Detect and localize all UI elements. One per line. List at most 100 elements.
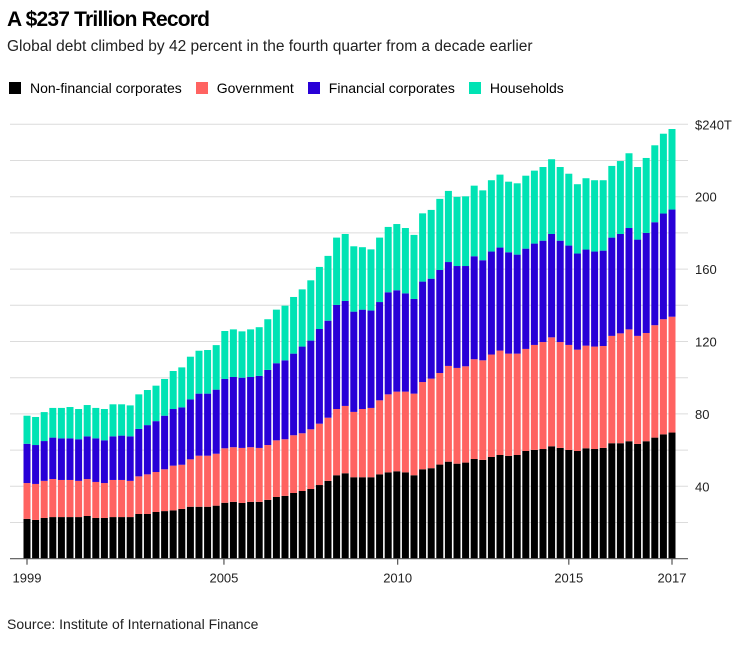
bar-government xyxy=(530,344,538,450)
bar-financial xyxy=(66,438,74,480)
bar-financial xyxy=(659,213,667,320)
bar-government xyxy=(126,480,134,518)
bar-financial xyxy=(401,293,409,392)
bar-financial xyxy=(358,309,366,410)
bar-non-financial xyxy=(212,505,220,559)
bar-government xyxy=(204,455,212,507)
bar-non-financial xyxy=(152,512,160,559)
bar-households xyxy=(427,209,435,279)
bar-government xyxy=(556,342,564,448)
bar-households xyxy=(642,157,650,233)
bar-government xyxy=(651,325,659,438)
bar-households xyxy=(539,167,547,241)
legend-label: Government xyxy=(216,80,294,96)
bar-government xyxy=(573,349,581,452)
bar-non-financial xyxy=(186,506,194,559)
bar-non-financial xyxy=(591,449,599,559)
y-tick-label: 80 xyxy=(695,407,709,422)
bar-households xyxy=(591,180,599,252)
bar-government xyxy=(410,393,418,476)
bar-government xyxy=(453,367,461,464)
bar-households xyxy=(582,178,590,250)
bar-households xyxy=(221,331,229,379)
bar-government xyxy=(384,394,392,473)
bar-financial xyxy=(462,266,470,367)
bar-financial xyxy=(496,247,504,351)
bar-households xyxy=(255,327,263,376)
bar-government xyxy=(496,350,504,455)
bar-financial xyxy=(470,256,478,360)
bar-households xyxy=(548,159,556,234)
bar-households xyxy=(530,170,538,244)
bar-financial xyxy=(32,445,40,484)
bar-non-financial xyxy=(462,462,470,559)
bar-households xyxy=(161,378,169,416)
bar-non-financial xyxy=(668,432,676,559)
bar-non-financial xyxy=(264,499,272,559)
bar-government xyxy=(109,479,117,518)
bar-households xyxy=(83,405,91,437)
bar-non-financial xyxy=(100,517,108,559)
bar-government xyxy=(608,335,616,444)
bar-government xyxy=(315,423,323,486)
bar-households xyxy=(143,390,151,426)
bar-government xyxy=(591,346,599,450)
bar-non-financial xyxy=(539,449,547,559)
bar-government xyxy=(92,481,100,518)
bar-government xyxy=(436,372,444,465)
bar-financial xyxy=(161,415,169,470)
bar-government xyxy=(444,365,452,462)
bar-financial xyxy=(307,340,315,430)
bar-non-financial xyxy=(315,485,323,559)
bar-households xyxy=(109,404,117,437)
bar-households xyxy=(66,407,74,439)
bar-households xyxy=(453,196,461,267)
chart-subtitle: Global debt climbed by 42 percent in the… xyxy=(7,38,533,55)
bar-households xyxy=(135,394,143,429)
bar-non-financial xyxy=(92,517,100,559)
bar-non-financial xyxy=(393,471,401,559)
bar-government xyxy=(350,411,358,478)
bar-non-financial xyxy=(625,441,633,559)
bar-non-financial xyxy=(401,472,409,559)
bar-financial xyxy=(668,209,676,317)
bar-households xyxy=(634,167,642,240)
bar-non-financial xyxy=(556,447,564,559)
bar-non-financial xyxy=(659,434,667,559)
bar-financial xyxy=(487,251,495,355)
bar-government xyxy=(470,359,478,459)
bar-financial xyxy=(625,228,633,330)
bar-government xyxy=(100,483,108,518)
bar-government xyxy=(324,417,332,481)
bar-non-financial xyxy=(135,513,143,559)
bar-non-financial xyxy=(376,474,384,559)
bar-non-financial xyxy=(40,517,48,559)
bar-non-financial xyxy=(582,448,590,559)
bar-households xyxy=(238,331,246,378)
bar-households xyxy=(556,167,564,241)
bar-financial xyxy=(143,425,151,475)
bar-households xyxy=(625,153,633,229)
bar-households xyxy=(616,161,624,234)
bar-government xyxy=(659,319,667,435)
bar-financial xyxy=(255,375,263,448)
bar-households xyxy=(100,409,108,441)
bar-non-financial xyxy=(350,477,358,559)
bar-households xyxy=(324,255,332,321)
x-tick-label: 2005 xyxy=(209,571,238,586)
bar-government xyxy=(298,433,306,492)
bar-households xyxy=(75,409,83,440)
bar-financial xyxy=(272,363,280,441)
bar-households xyxy=(204,350,212,394)
bar-financial xyxy=(298,346,306,434)
bar-government xyxy=(513,353,521,455)
bar-financial xyxy=(178,407,186,465)
bar-government xyxy=(427,378,435,469)
bar-households xyxy=(247,329,255,377)
bar-non-financial xyxy=(642,441,650,559)
bar-financial xyxy=(376,302,384,401)
bar-households xyxy=(57,407,65,439)
bar-non-financial xyxy=(651,437,659,559)
bar-households xyxy=(393,224,401,291)
bar-non-financial xyxy=(470,458,478,559)
